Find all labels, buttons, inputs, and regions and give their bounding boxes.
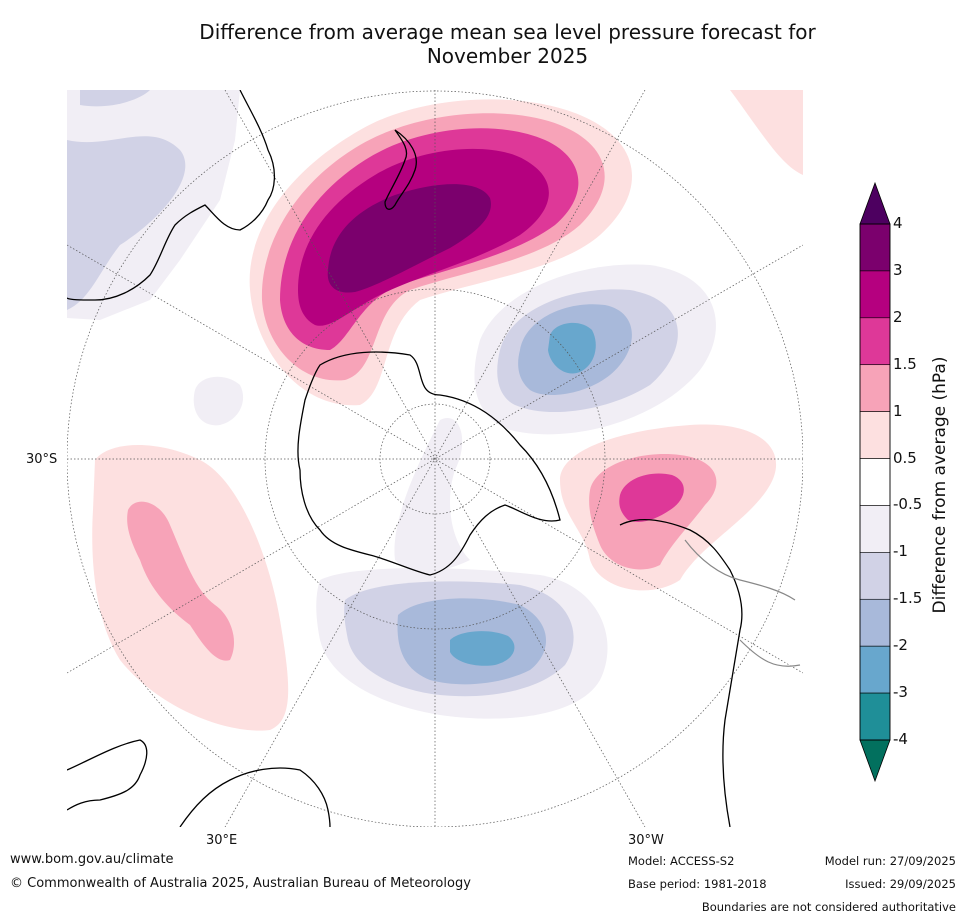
colorbar-tick-label: 4 [893, 214, 903, 232]
colorbar-tick-label: 1 [893, 401, 903, 420]
anomaly-negative-australia-inner [67, 136, 186, 310]
anomaly-positive-south-america [560, 424, 777, 591]
colorbar-tick-label: -1 [893, 542, 908, 561]
anomaly-positive-new-zealand [249, 99, 633, 406]
colorbar-band [859, 645, 891, 694]
colorbar-tick-label: -4 [893, 730, 908, 748]
label-longitude-30e: 30°E [206, 833, 238, 848]
coastlines [67, 90, 743, 827]
colorbar-band [859, 458, 891, 506]
colorbar-tick-label: -3 [893, 683, 908, 702]
footer-issued: Issued: 29/09/2025 [845, 877, 956, 891]
colorbar-band [859, 364, 891, 412]
colorbar-band [859, 270, 891, 319]
colorbar-tick-label: 2 [893, 307, 903, 326]
africa-coastline [179, 767, 331, 827]
label-latitude-30s: 30°S [26, 452, 58, 467]
anomaly-negative-south-atlantic [316, 568, 608, 719]
colorbar-band [859, 505, 891, 553]
map-title: Difference from average mean sea level p… [100, 20, 915, 68]
south-america-coastline [619, 518, 743, 827]
anomaly-negative-pacific [474, 264, 716, 435]
colorbar-band [859, 411, 891, 459]
footer-website: www.bom.gov.au/climate [10, 852, 174, 867]
colorbar-band [859, 552, 891, 600]
map-title-line2: November 2025 [426, 44, 589, 68]
colorbar-band [859, 692, 891, 741]
colorbar-band [859, 598, 891, 647]
colorbar-band [859, 317, 891, 366]
australia-coastline [67, 90, 276, 301]
footer-base-period: Base period: 1981-2018 [628, 877, 767, 891]
map-title-line1: Difference from average mean sea level p… [199, 20, 816, 44]
graticule [67, 90, 803, 827]
anomaly-negative-australia-north [80, 90, 150, 107]
colorbar-tick-label: 1.5 [893, 354, 917, 373]
colorbar-tick-label: 0.5 [893, 448, 917, 467]
anomaly-positive-northeast [730, 90, 803, 175]
footer-model: Model: ACCESS-S2 [628, 854, 735, 868]
colorbar-tick-label: 3 [893, 260, 903, 279]
footer-model-run: Model run: 27/09/2025 [824, 854, 956, 868]
colorbar-tick-label: -1.5 [893, 589, 923, 608]
colorbar-tick-label: -0.5 [893, 495, 923, 514]
label-longitude-30w: 30°W [628, 833, 664, 848]
colorbar-title: Difference from average (hPa) [930, 356, 950, 614]
new-zealand-coastline [384, 129, 417, 210]
colorbar-tick-label: -2 [893, 636, 908, 655]
colorbar-band [859, 223, 891, 272]
south-africa-coastline [67, 739, 148, 811]
anomaly-positive-indian-ocean [92, 445, 289, 731]
colorbar-over-arrow [859, 181, 891, 225]
footer-disclaimer: Boundaries are not considered authoritat… [701, 900, 956, 914]
footer-copyright: © Commonwealth of Australia 2025, Austra… [10, 876, 471, 891]
colorbar-under-arrow [859, 739, 891, 783]
antarctica-coastline [297, 351, 561, 576]
